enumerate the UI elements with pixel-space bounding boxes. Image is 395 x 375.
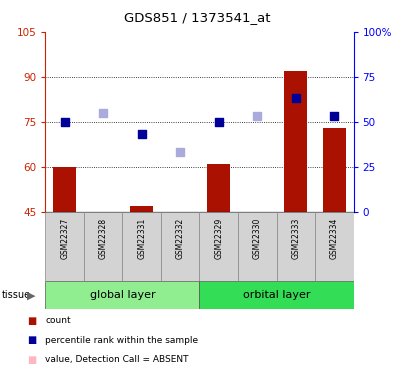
Point [100, 110, 106, 116]
Point [62, 119, 68, 125]
Text: GDS851 / 1373541_at: GDS851 / 1373541_at [124, 11, 271, 24]
Text: GSM22333: GSM22333 [291, 217, 300, 259]
Point [177, 149, 183, 155]
Text: value, Detection Call = ABSENT: value, Detection Call = ABSENT [45, 355, 189, 364]
Text: GSM22329: GSM22329 [214, 217, 223, 259]
Bar [323, 128, 346, 212]
Text: count: count [45, 316, 71, 325]
Text: global layer: global layer [90, 290, 155, 300]
Bar [284, 71, 307, 212]
Text: GSM22332: GSM22332 [176, 217, 185, 259]
Text: ▶: ▶ [27, 290, 36, 300]
Text: GSM22328: GSM22328 [99, 217, 108, 258]
Bar [238, 212, 276, 281]
Point [331, 113, 337, 119]
Bar [45, 212, 84, 281]
Point [216, 119, 222, 125]
Text: ■: ■ [27, 355, 36, 364]
Bar [199, 212, 238, 281]
Bar [315, 212, 354, 281]
Bar [207, 164, 230, 212]
Bar [130, 206, 153, 212]
Bar [53, 167, 76, 212]
Bar [84, 212, 122, 281]
Text: tissue: tissue [2, 290, 31, 300]
Text: orbital layer: orbital layer [243, 290, 310, 300]
Bar [276, 212, 315, 281]
Text: GSM22327: GSM22327 [60, 217, 69, 259]
Point [293, 95, 299, 101]
Text: GSM22330: GSM22330 [253, 217, 262, 259]
Point [139, 131, 145, 137]
Bar [161, 212, 199, 281]
Bar [199, 281, 354, 309]
Text: GSM22334: GSM22334 [330, 217, 339, 259]
Point [254, 113, 260, 119]
Bar [122, 212, 161, 281]
Text: ■: ■ [27, 374, 36, 375]
Text: percentile rank within the sample: percentile rank within the sample [45, 336, 199, 345]
Text: GSM22331: GSM22331 [137, 217, 146, 259]
Text: ■: ■ [27, 316, 36, 326]
Bar [45, 281, 199, 309]
Text: ■: ■ [27, 335, 36, 345]
